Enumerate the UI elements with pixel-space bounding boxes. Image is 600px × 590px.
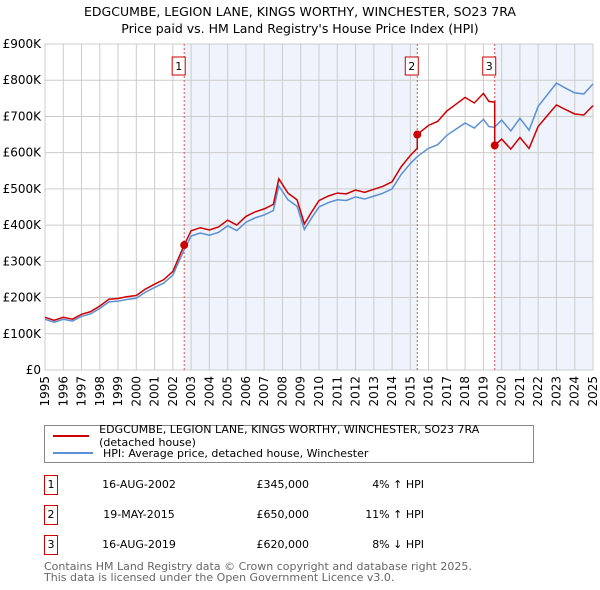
sale-label: 1 bbox=[175, 60, 182, 73]
x-tick-label: 1997 bbox=[75, 376, 89, 407]
legend-swatch-property bbox=[53, 435, 90, 437]
sale-number: 3 bbox=[44, 535, 58, 555]
legend: EDGCUMBE, LEGION LANE, KINGS WORTHY, WIN… bbox=[44, 423, 534, 463]
x-tick-label: 2017 bbox=[440, 376, 454, 407]
x-tick-label: 2013 bbox=[367, 376, 381, 407]
sale-label-box bbox=[482, 56, 497, 76]
table-row: 3 16-AUG-2019 £620,000 8% ↓ HPI bbox=[44, 535, 444, 555]
sale-date: 16-AUG-2002 bbox=[102, 478, 176, 491]
sale-label: 2 bbox=[408, 60, 415, 73]
x-tick-label: 2018 bbox=[458, 376, 472, 407]
hpi-line bbox=[44, 82, 594, 323]
x-tick-label: 2014 bbox=[385, 376, 399, 407]
y-tick-label: £600K bbox=[3, 146, 43, 160]
x-tick-label: 2004 bbox=[202, 376, 216, 407]
x-tick-label: 2019 bbox=[476, 376, 490, 407]
chart-subtitle: Price paid vs. HM Land Registry's House … bbox=[121, 21, 479, 36]
sale-price: £650,000 bbox=[256, 508, 310, 521]
sale-label-box bbox=[171, 56, 186, 76]
x-tick-label: 2016 bbox=[422, 376, 436, 407]
sale-hpi-diff: 8% ↓ HPI bbox=[372, 538, 424, 551]
price-chart: £0 £100K £200K £300K £400K £500K £600K £700K £80… bbox=[3, 37, 600, 407]
legend-label-hpi: HPI: Average price, detached house, Winc… bbox=[103, 446, 369, 460]
x-tick-label: 2024 bbox=[568, 376, 582, 407]
y-tick-label: £300K bbox=[3, 254, 43, 268]
x-tick-label: 2006 bbox=[239, 376, 253, 407]
sale-price: £620,000 bbox=[256, 538, 310, 551]
y-tick-label: £400K bbox=[3, 218, 43, 232]
x-tick-label: 2021 bbox=[513, 376, 527, 407]
sale-hpi-diff: 11% ↑ HPI bbox=[365, 508, 424, 521]
sale-price: £345,000 bbox=[256, 478, 310, 491]
x-tick-label: 2010 bbox=[312, 376, 326, 407]
x-tick-label: 2009 bbox=[294, 376, 308, 407]
legend-item-hpi: HPI: Average price, detached house, Winc… bbox=[53, 445, 368, 461]
x-tick-label: 2000 bbox=[129, 376, 143, 407]
x-tick-label: 2022 bbox=[531, 376, 545, 407]
sale-date: 16-AUG-2019 bbox=[102, 538, 176, 551]
y-tick-label: £800K bbox=[3, 73, 43, 87]
footer-copyright: Contains HM Land Registry data © Crown c… bbox=[44, 560, 472, 573]
x-tick-label: 2023 bbox=[549, 376, 563, 407]
y-tick-label: £700K bbox=[3, 109, 43, 123]
y-tick-label: £500K bbox=[3, 182, 43, 196]
table-row: 1 16-AUG-2002 £345,000 4% ↑ HPI bbox=[44, 475, 444, 495]
x-tick-label: 2003 bbox=[184, 376, 198, 407]
chart-title: EDGCUMBE, LEGION LANE, KINGS WORTHY, WIN… bbox=[84, 4, 516, 19]
x-tick-label: 2008 bbox=[275, 376, 289, 407]
y-tick-label: £100K bbox=[3, 327, 43, 341]
x-tick-label: 2012 bbox=[349, 376, 363, 407]
sale-point bbox=[180, 241, 189, 250]
sale-label: 3 bbox=[486, 60, 493, 73]
x-tick-label: 2020 bbox=[495, 376, 509, 407]
sale-point bbox=[413, 130, 422, 139]
sale-date: 19-MAY-2015 bbox=[103, 508, 175, 521]
y-tick-label: £900K bbox=[3, 37, 43, 51]
property-price-line bbox=[44, 92, 594, 322]
sale-label-box bbox=[404, 56, 419, 76]
table-row: 2 19-MAY-2015 £650,000 11% ↑ HPI bbox=[44, 505, 444, 525]
footer-licence: This data is licensed under the Open Gov… bbox=[44, 571, 395, 584]
sale-point bbox=[490, 141, 499, 150]
x-tick-label: 2001 bbox=[148, 376, 162, 407]
x-tick-label: 2015 bbox=[403, 376, 417, 407]
x-tick-label: 1998 bbox=[93, 376, 107, 407]
legend-label-property: EDGCUMBE, LEGION LANE, KINGS WORTHY, WIN… bbox=[99, 423, 480, 449]
y-tick-label: £0 bbox=[26, 363, 41, 377]
legend-item-property: EDGCUMBE, LEGION LANE, KINGS WORTHY, WIN… bbox=[53, 423, 533, 449]
x-tick-label: 2002 bbox=[166, 376, 180, 407]
plot-frame bbox=[44, 43, 594, 371]
x-tick-label: 2011 bbox=[330, 376, 344, 407]
x-tick-label: 1999 bbox=[111, 376, 125, 407]
x-tick-label: 2007 bbox=[257, 376, 271, 407]
x-tick-label: 1995 bbox=[38, 376, 52, 407]
x-tick-label: 2005 bbox=[221, 376, 235, 407]
y-tick-label: £200K bbox=[3, 291, 43, 305]
x-tick-label: 2025 bbox=[586, 376, 600, 407]
x-tick-label: 1996 bbox=[56, 376, 70, 407]
sale-number: 2 bbox=[44, 505, 58, 525]
sale-hpi-diff: 4% ↑ HPI bbox=[372, 478, 424, 491]
legend-swatch-hpi bbox=[53, 452, 93, 454]
sale-number: 1 bbox=[44, 475, 58, 495]
